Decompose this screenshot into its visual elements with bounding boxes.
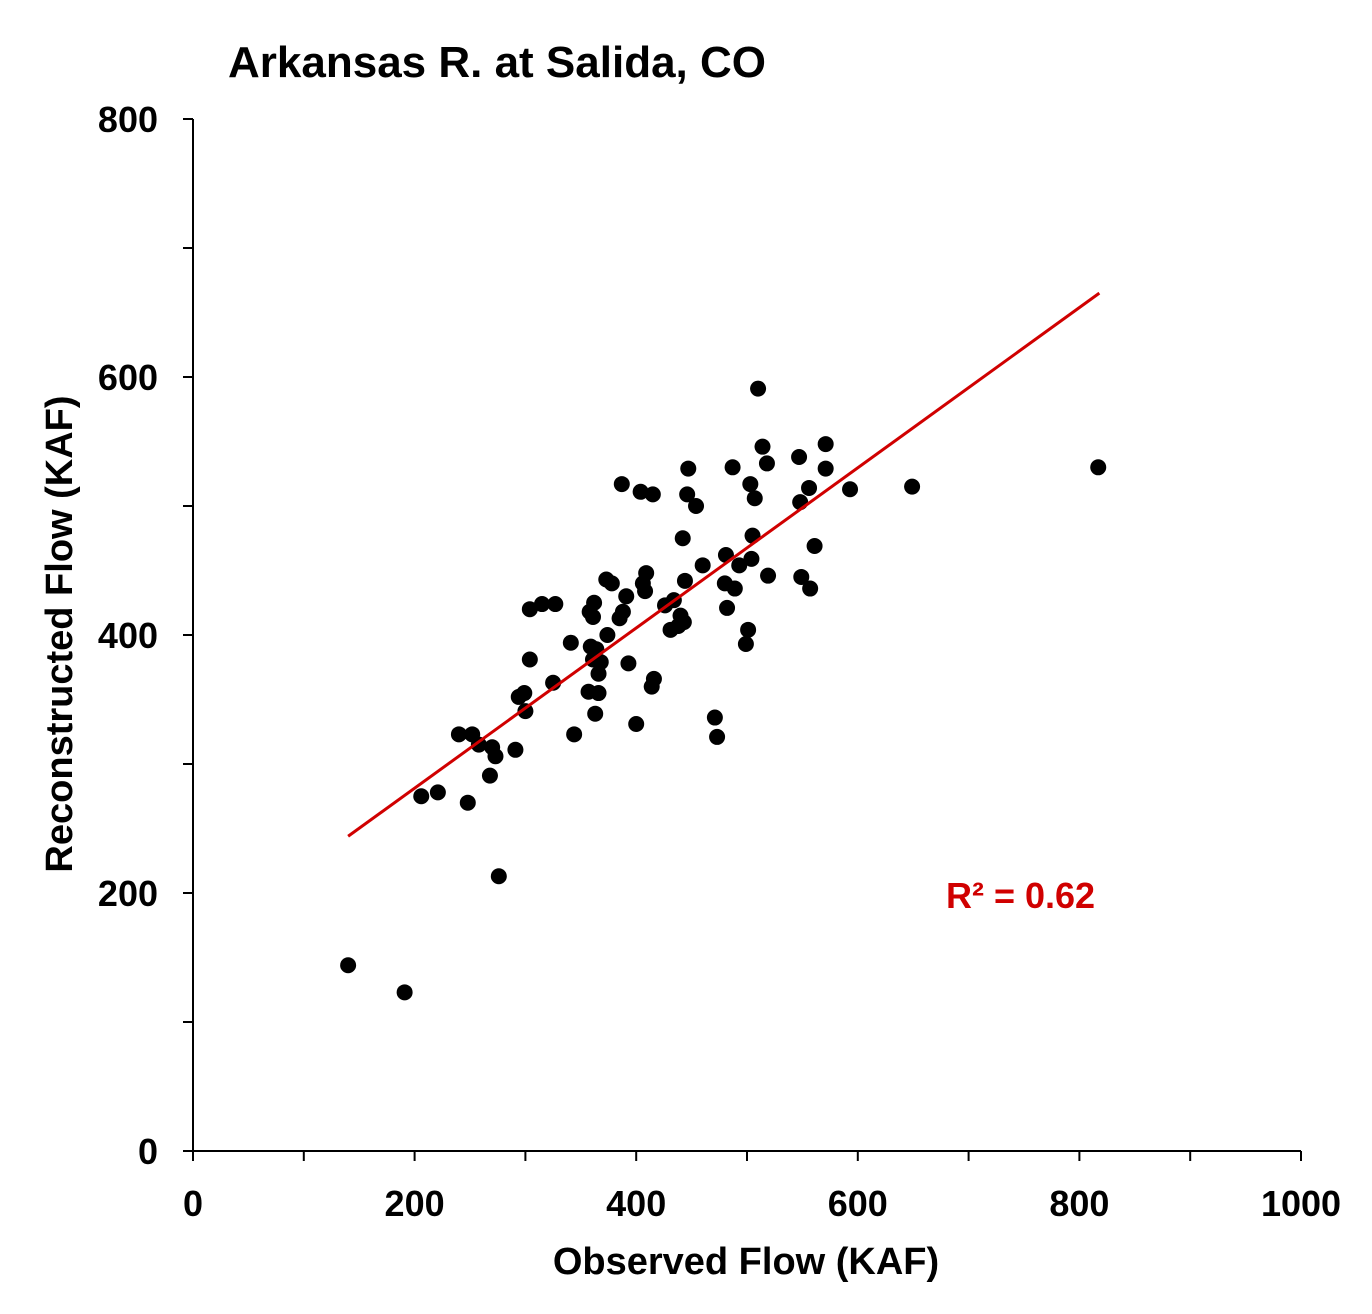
data-point [709, 728, 726, 745]
data-point [1090, 459, 1107, 476]
x-axis-ticks: 0 200 400 600 800 1000 [183, 1151, 1341, 1224]
data-point [586, 594, 603, 611]
data-point [754, 438, 771, 455]
data-point [793, 568, 810, 585]
data-point [806, 537, 823, 554]
x-axis-label: Observed Flow (KAF) [553, 1241, 939, 1283]
x-tick-label: 200 [385, 1183, 445, 1224]
x-tick-label: 0 [183, 1183, 203, 1224]
x-tick-label: 400 [606, 1183, 666, 1224]
data-point [490, 868, 507, 885]
data-point [679, 486, 696, 503]
data-point [613, 476, 630, 493]
data-point [724, 459, 741, 476]
y-axis-ticks: 0 200 400 600 800 [98, 99, 193, 1172]
trendline [347, 291, 1101, 838]
x-tick-label: 600 [828, 1183, 888, 1224]
data-point [791, 448, 808, 465]
data-point [590, 685, 607, 702]
data-point [675, 614, 692, 631]
y-tick-label: 400 [98, 615, 158, 656]
data-point [644, 486, 661, 503]
data-point [587, 705, 604, 722]
data-point [618, 588, 635, 605]
data-point [521, 601, 538, 618]
data-point [637, 583, 654, 600]
data-point [842, 481, 859, 498]
data-point [534, 596, 551, 613]
data-point [726, 580, 743, 597]
data-point [750, 380, 767, 397]
y-axis-label: Reconstructed Flow (KAF) [39, 395, 81, 872]
data-point [547, 596, 564, 613]
data-point [719, 599, 736, 616]
data-point [566, 726, 583, 743]
data-point [674, 530, 691, 547]
data-point [562, 634, 579, 651]
data-point [340, 957, 357, 974]
data-point [645, 670, 662, 687]
data-point [688, 498, 705, 514]
data-point [676, 572, 693, 589]
data-point [521, 651, 538, 668]
x-tick-label: 1000 [1261, 1183, 1341, 1224]
y-tick-label: 200 [98, 873, 158, 914]
data-point [481, 767, 498, 784]
data-point [516, 685, 533, 702]
data-point [758, 455, 775, 472]
data-point [614, 603, 631, 620]
data-point [487, 748, 504, 765]
data-point [680, 460, 697, 477]
data-point [413, 788, 430, 805]
data-point [459, 794, 476, 811]
data-point [584, 608, 601, 625]
data-point [742, 476, 759, 493]
data-point [396, 984, 413, 1001]
r-squared-annotation: R² = 0.62 [946, 875, 1095, 916]
data-point [706, 709, 723, 726]
y-tick-label: 600 [98, 357, 158, 398]
data-point [801, 479, 818, 496]
data-point [737, 636, 754, 653]
y-tick-label: 0 [138, 1131, 158, 1172]
data-point [694, 557, 711, 574]
data-point [817, 436, 834, 453]
data-point [743, 550, 760, 567]
data-point [429, 784, 446, 801]
data-point [628, 716, 645, 733]
data-point [740, 621, 757, 638]
data-points [340, 380, 1107, 1001]
data-point [904, 478, 921, 495]
data-point [731, 557, 748, 574]
data-point [620, 655, 637, 672]
chart-title: Arkansas R. at Salida, CO [228, 38, 766, 87]
data-point [450, 726, 467, 743]
x-tick-label: 800 [1049, 1183, 1109, 1224]
data-point [507, 741, 524, 758]
data-point [632, 483, 649, 500]
data-point [802, 580, 819, 597]
data-point [599, 627, 616, 643]
data-point [603, 575, 620, 592]
data-point [760, 567, 777, 584]
data-point [638, 565, 655, 582]
y-tick-label: 800 [98, 99, 158, 140]
data-point [817, 460, 834, 477]
data-point [746, 490, 763, 507]
data-point [517, 703, 534, 720]
